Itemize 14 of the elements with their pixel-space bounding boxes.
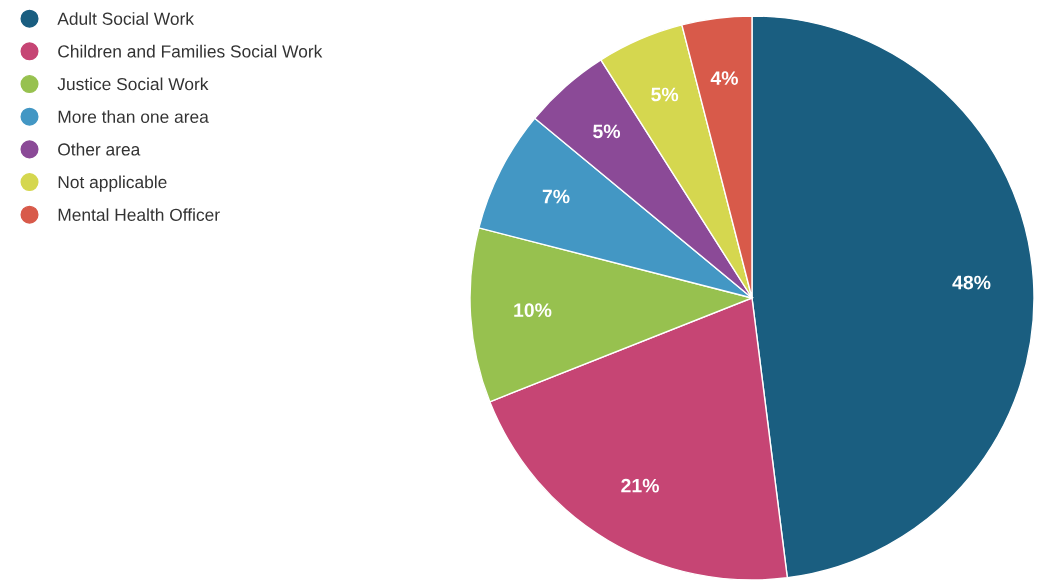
data-label: 5% xyxy=(651,87,679,102)
legend-label: Not applicable xyxy=(58,175,167,192)
data-label: 10% xyxy=(514,303,552,318)
legend-label: Justice Social Work xyxy=(57,77,209,91)
legend-label: Adult Social Work xyxy=(57,12,195,25)
legend-label: More than one area xyxy=(58,110,209,123)
data-label: 7% xyxy=(542,189,570,204)
legend-label: Mental Health Officer xyxy=(58,208,220,221)
data-label: 4% xyxy=(710,71,738,85)
data-label: 5% xyxy=(593,124,621,139)
data-label: 48% xyxy=(952,275,991,290)
legend-label: Other area xyxy=(58,142,141,156)
data-label: 21% xyxy=(621,478,659,493)
legend-label: Children and Families Social Work xyxy=(58,44,323,58)
